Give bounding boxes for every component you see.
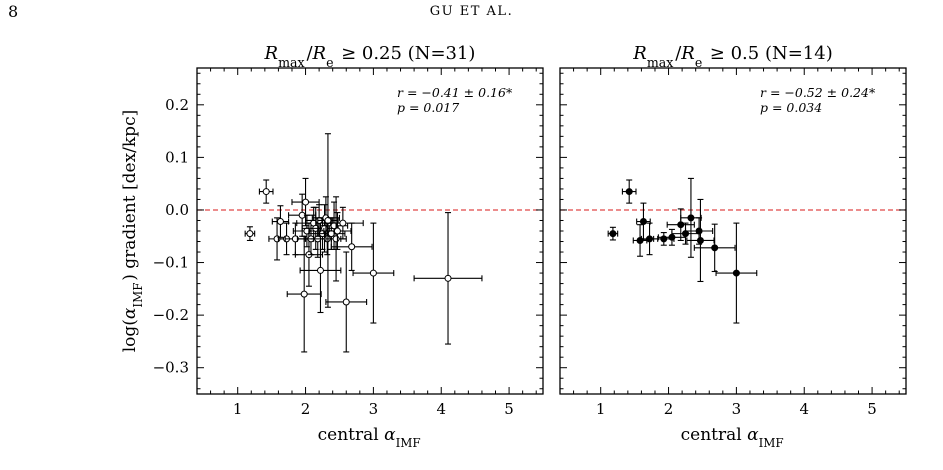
data-point: [646, 235, 654, 243]
plot-frame: [196, 67, 544, 395]
data-point: [687, 214, 695, 222]
data-point: [732, 269, 740, 277]
data-point: [333, 227, 341, 235]
data-point: [695, 227, 703, 235]
data-point: [369, 269, 377, 277]
y-axis-label: log(αIMF ) gradient [dex/kpc]: [120, 110, 145, 352]
y-tick-label: 0.1: [165, 148, 189, 166]
x-tick-label: 4: [436, 400, 446, 418]
y-tick-label: −0.1: [153, 254, 189, 272]
y-tick-label: 0.2: [165, 96, 189, 114]
chart-title: Rmax /Re ≥ 0.25 (N=31): [264, 43, 476, 70]
correlation-p-text: p = 0.034: [760, 100, 822, 115]
data-point: [677, 221, 685, 229]
data-point: [639, 218, 647, 226]
x-tick-label: 3: [369, 400, 379, 418]
data-point: [262, 188, 270, 196]
data-point: [625, 188, 633, 196]
x-tick-label: 1: [233, 400, 243, 418]
x-tick-label: 2: [664, 400, 674, 418]
data-point: [276, 218, 284, 226]
data-point: [302, 198, 310, 206]
x-tick-label: 3: [732, 400, 742, 418]
x-axis-label: central αIMF: [318, 425, 423, 450]
page-number: 8: [8, 2, 19, 21]
x-tick-label: 4: [799, 400, 809, 418]
data-point: [342, 298, 350, 306]
correlation-p-text: p = 0.017: [397, 100, 459, 115]
data-point: [339, 219, 347, 227]
data-point: [348, 243, 356, 251]
x-tick-label: 1: [596, 400, 606, 418]
x-tick-label: 5: [867, 400, 877, 418]
data-point: [609, 230, 617, 238]
y-tick-label: −0.2: [153, 306, 189, 324]
data-point: [444, 274, 452, 282]
data-point: [300, 290, 308, 298]
running-head: GU ET AL.: [429, 4, 514, 19]
data-point: [246, 230, 254, 238]
data-point: [332, 235, 340, 243]
x-axis-label: central αIMF: [681, 425, 786, 450]
x-tick-label: 2: [301, 400, 311, 418]
correlation-r-text: r = −0.52 ± 0.24*: [760, 85, 876, 100]
y-tick-label: 0.0: [165, 201, 189, 219]
correlation-r-text: r = −0.41 ± 0.16*: [397, 85, 513, 100]
data-point: [711, 244, 719, 252]
y-tick-label: −0.3: [153, 359, 189, 377]
data-point: [696, 236, 704, 244]
x-tick-label: 5: [504, 400, 514, 418]
chart-title: Rmax /Re ≥ 0.5 (N=14): [632, 43, 832, 70]
chart-panel-2: 1 2 3 4 5 Rmax /Re ≥ 0.5 (N=14) r = −0.52 ± 0.…: [559, 43, 907, 450]
chart-panel-1: 1 2 3 4 5 0.2 0.1 0.0 −0.1 −0.2 −0.3 Rmax /Re ≥ 0.2…: [120, 43, 544, 450]
plot-frame: [559, 67, 907, 395]
data-point: [316, 266, 324, 274]
